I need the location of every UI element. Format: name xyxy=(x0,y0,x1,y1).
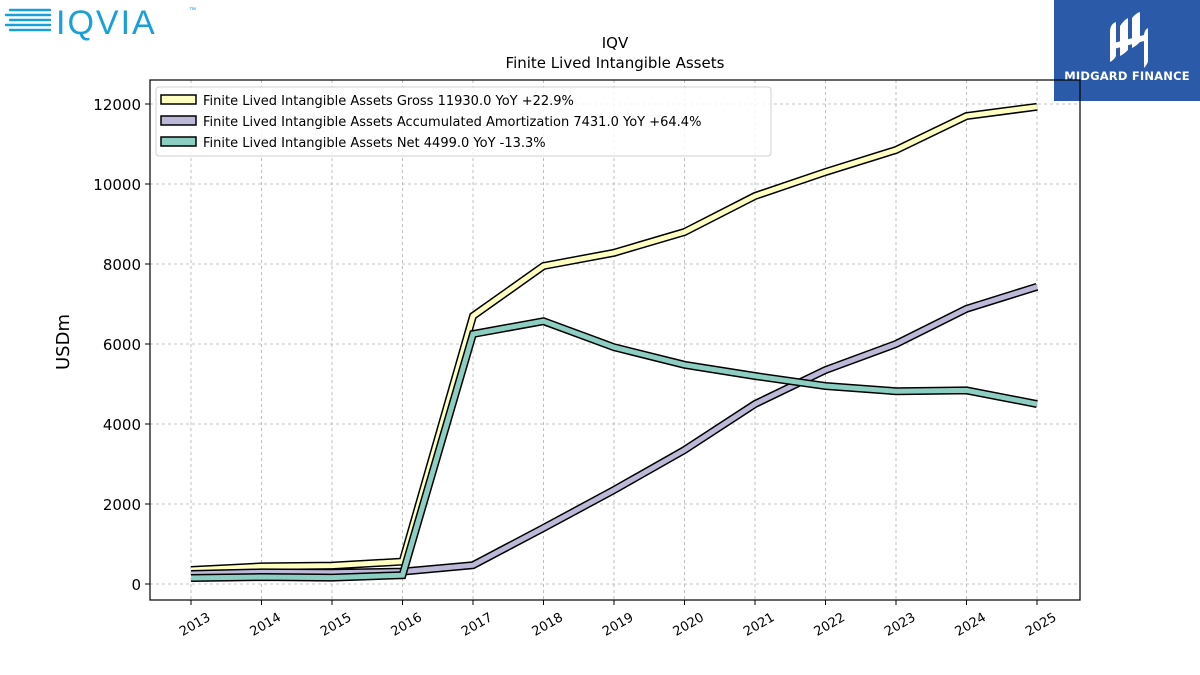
x-tick-label: 2020 xyxy=(671,610,707,640)
chart-subtitle: Finite Lived Intangible Assets xyxy=(506,54,725,72)
x-tick-label: 2023 xyxy=(882,610,918,640)
x-tick-label: 2015 xyxy=(318,610,354,640)
x-tick-label: 2025 xyxy=(1023,610,1059,640)
legend-label: Finite Lived Intangible Assets Gross 119… xyxy=(203,94,574,109)
y-tick-label: 10000 xyxy=(93,176,141,194)
legend-swatch xyxy=(160,94,197,105)
series-line-0 xyxy=(190,102,1038,574)
series-line-fill xyxy=(190,104,1038,573)
y-tick-label: 4000 xyxy=(103,416,141,434)
y-axis-label: USDm xyxy=(53,314,74,370)
plot-frame xyxy=(149,79,1081,601)
x-tick-label: 2024 xyxy=(953,610,989,640)
legend-swatch xyxy=(160,115,197,126)
x-tick-label: 2021 xyxy=(741,610,777,640)
iqvia-logo-lines-icon xyxy=(4,8,52,32)
midgard-logo-icon xyxy=(1110,12,1148,68)
series-line-outline xyxy=(190,317,1038,582)
series-line-fill xyxy=(190,318,1038,581)
series-line-1 xyxy=(190,282,1039,578)
midgard-finance-logo: MIDGARD FINANCE xyxy=(1054,0,1200,101)
y-tick-label: 0 xyxy=(131,576,141,594)
x-tick-label: 2014 xyxy=(248,610,284,640)
x-tick-label: 2018 xyxy=(530,610,566,640)
legend-box xyxy=(155,86,772,157)
legend-swatch xyxy=(160,136,197,147)
y-tick-label: 6000 xyxy=(103,336,141,354)
x-tick-label: 2022 xyxy=(812,610,848,640)
x-tick-label: 2016 xyxy=(389,610,425,640)
x-axis: 2013 2014 2015 2016 2017 2018 2019 2020 2021 2022… xyxy=(177,600,1059,640)
legend-label: Finite Lived Intangible Assets Net 4499.… xyxy=(203,136,546,151)
y-axis: 0 2000 4000 6000 8000 10000 12000 xyxy=(93,96,150,594)
iqvia-logo-tm: ™ xyxy=(189,7,196,14)
chart-title: IQV xyxy=(602,34,629,52)
x-tick-label: 2017 xyxy=(459,610,495,640)
y-tick-label: 8000 xyxy=(103,256,141,274)
y-tick-label: 12000 xyxy=(93,96,141,114)
iqvia-logo: IQVIA ™ xyxy=(4,4,196,42)
x-tick-label: 2019 xyxy=(600,610,636,640)
legend-label: Finite Lived Intangible Assets Accumulat… xyxy=(203,115,701,130)
series-line-fill xyxy=(190,284,1038,577)
series-layer xyxy=(190,102,1039,582)
y-tick-label: 2000 xyxy=(103,496,141,514)
grid-layer xyxy=(150,80,1080,600)
iqvia-logo-text: IQVIA xyxy=(56,4,157,42)
x-tick-label: 2013 xyxy=(177,610,213,640)
legend: Finite Lived Intangible Assets Gross 119… xyxy=(155,86,772,157)
series-line-2 xyxy=(190,317,1038,582)
midgard-logo-text: MIDGARD FINANCE xyxy=(1064,69,1190,83)
